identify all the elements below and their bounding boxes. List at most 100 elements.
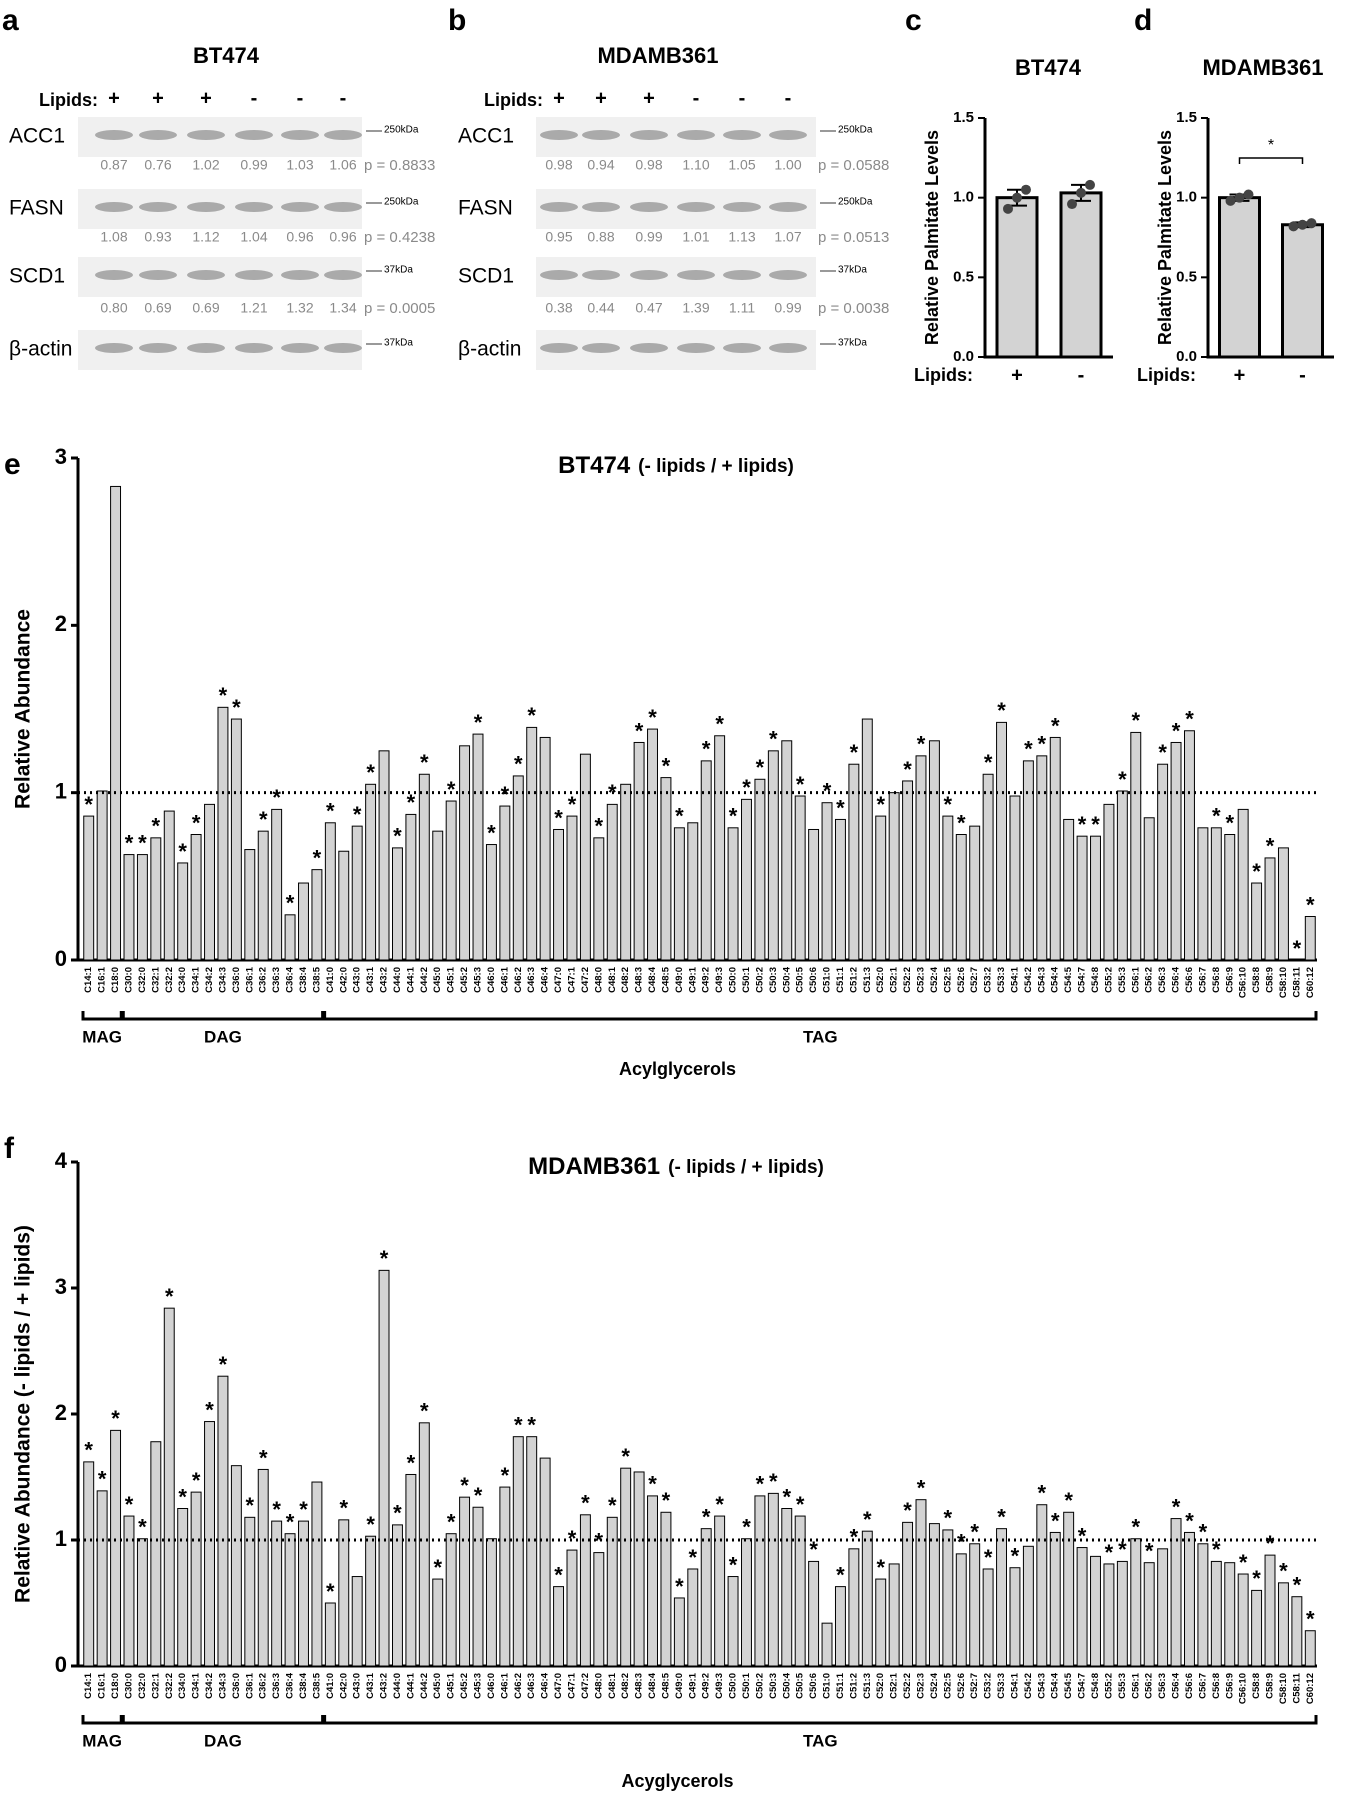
bar: [217, 706, 229, 961]
significance-star: *: [514, 1412, 523, 1437]
y-tick-label: 0.0: [953, 348, 974, 365]
significance-star: *: [138, 830, 147, 855]
x-tick-label: C50:5: [795, 966, 806, 993]
x-tick-label: C36:4: [285, 1672, 296, 1699]
title-main: MDAMB361: [528, 1153, 660, 1180]
x-tick-label: C55:3: [1117, 1673, 1128, 1699]
y-tick-label: 1.0: [953, 189, 974, 206]
significance-star: *: [1091, 812, 1100, 837]
x-tick-label: +: [1234, 364, 1246, 386]
significance-star: *: [514, 752, 523, 777]
significance-star: *: [178, 1484, 187, 1509]
x-tick-label: C34:0: [177, 1673, 188, 1699]
bar: [230, 1465, 242, 1667]
significance-star: *: [192, 1468, 201, 1493]
bar: [1059, 191, 1103, 359]
x-tick-label: C18:0: [110, 967, 121, 993]
y-tick-label: 0.0: [1176, 348, 1197, 365]
x-tick-label: C32:2: [164, 967, 175, 993]
bar: [808, 1560, 820, 1667]
y-tick-label: 0: [55, 946, 67, 971]
significance-star: *: [1038, 732, 1047, 757]
significance-star: *: [1239, 1550, 1248, 1575]
bar: [1304, 1630, 1316, 1667]
significance-star: *: [702, 1504, 711, 1529]
bar: [123, 1515, 135, 1667]
x-tick-label: C54:2: [1023, 1673, 1034, 1699]
x-tick-label: C48:3: [634, 967, 645, 993]
significance-star: *: [366, 760, 375, 785]
significance-star: *: [836, 1562, 845, 1587]
x-tick-label: C54:1: [1009, 1672, 1020, 1699]
x-tick-label: C44:2: [419, 1673, 430, 1699]
x-tick-label: C43:0: [352, 1673, 363, 1699]
bar: [311, 869, 323, 961]
x-tick-label: C50:6: [808, 1673, 819, 1699]
x-tick-label: C54:2: [1023, 967, 1034, 993]
x-tick-label: C53:2: [983, 967, 994, 993]
significance-star: *: [756, 755, 765, 780]
x-tick-label: C58:10: [1278, 1673, 1289, 1704]
significance-star: *: [393, 1501, 402, 1526]
bar: [204, 803, 215, 961]
bar: [150, 837, 162, 961]
y-tick-label: 0: [55, 1652, 67, 1677]
bar: [969, 1543, 981, 1667]
x-tick-label: C34:1: [191, 966, 202, 993]
x-tick-label: C51:3: [862, 1673, 873, 1699]
band-quant: 1.39: [682, 300, 709, 316]
x-tick-label: C44:1: [405, 966, 416, 993]
bar: [660, 777, 672, 961]
blot-band: [95, 270, 133, 280]
x-tick-label: C54:3: [1036, 967, 1047, 993]
x-tick-label: C49:1: [687, 1672, 698, 1699]
significance-star: *: [366, 1512, 375, 1537]
x-tick-label: C56:1: [1130, 966, 1141, 993]
blot-band: [187, 202, 225, 212]
band-quant: 0.76: [144, 157, 171, 173]
bar: [1224, 834, 1236, 961]
bar: [673, 1597, 685, 1667]
x-tick-label: C54:8: [1090, 967, 1101, 993]
x-tick-label: C58:9: [1265, 1673, 1276, 1699]
significance-star: *: [219, 1352, 228, 1377]
bar: [418, 773, 430, 961]
bar: [660, 1511, 672, 1667]
bar: [271, 808, 283, 961]
blot-strip: [536, 117, 816, 157]
band-quant: 1.08: [100, 229, 127, 245]
bar: [700, 1528, 712, 1667]
x-tick-label: C60:12: [1305, 967, 1316, 998]
data-point: [1076, 187, 1086, 198]
significance-star: *: [1293, 936, 1302, 961]
protein-label: β-actin: [9, 338, 72, 361]
significance-star: *: [903, 1498, 912, 1523]
x-tick-label: C45:0: [432, 1673, 443, 1699]
bar: [512, 1436, 524, 1667]
bar: [1184, 1531, 1195, 1667]
bar: [163, 810, 175, 961]
blot-band: [540, 130, 578, 140]
x-tick-label: C50:1: [741, 1672, 752, 1699]
bar: [96, 790, 108, 961]
significance-star: *: [1185, 1508, 1194, 1533]
bar: [727, 1576, 739, 1667]
significance-star: *: [662, 753, 671, 778]
protein-label: SCD1: [458, 265, 514, 288]
bar: [244, 849, 256, 961]
bar: [848, 763, 860, 961]
x-tick-label: C14:1: [83, 966, 94, 993]
significance-star: *: [809, 1537, 818, 1562]
bar: [391, 1524, 403, 1667]
data-point: [1288, 221, 1299, 232]
x-tick-label: C16:1: [97, 1672, 108, 1699]
significance-star: *: [715, 1492, 724, 1517]
bar: [351, 825, 363, 961]
significance-star: *: [192, 810, 201, 835]
panel-letter: c: [905, 4, 922, 37]
bar: [1116, 1560, 1128, 1667]
blot-band: [324, 130, 362, 140]
bar: [1218, 196, 1261, 359]
bar: [526, 1436, 538, 1667]
bar: [620, 783, 632, 961]
